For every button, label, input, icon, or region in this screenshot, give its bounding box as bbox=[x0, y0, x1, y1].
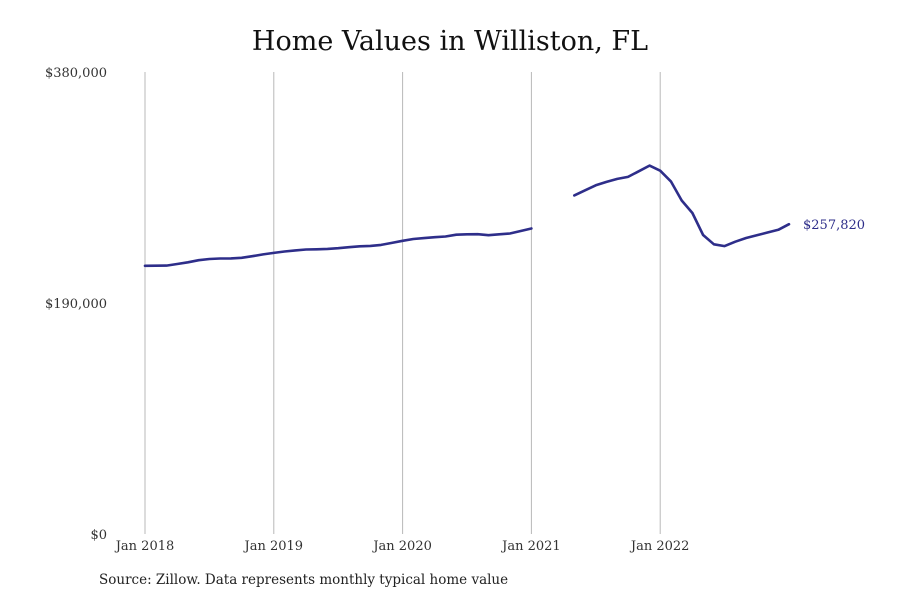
series-line-segment-1 bbox=[573, 164, 791, 248]
y-tick-label: $190,000 bbox=[45, 297, 107, 312]
x-tick-label: Jan 2018 bbox=[114, 539, 175, 554]
x-tick-label: Jan 2019 bbox=[243, 539, 304, 554]
end-value-label: $257,820 bbox=[803, 218, 865, 233]
chart-title: Home Values in Williston, FL bbox=[251, 26, 649, 57]
series-line-segment-0 bbox=[143, 227, 533, 268]
x-tick-label: Jan 2020 bbox=[371, 539, 432, 554]
x-axis-tick-labels: Jan 2018 Jan 2019 Jan 2020 Jan 2021 Jan 2022 bbox=[114, 539, 690, 554]
y-tick-label: $380,000 bbox=[45, 66, 107, 81]
y-tick-label: $0 bbox=[90, 528, 107, 543]
x-tick-label: Jan 2022 bbox=[629, 539, 690, 554]
y-axis-tick-labels: $0 $190,000 $380,000 bbox=[45, 66, 107, 543]
x-tick-label: Jan 2021 bbox=[500, 539, 561, 554]
gridlines bbox=[144, 72, 661, 534]
source-note: Source: Zillow. Data represents monthly … bbox=[99, 572, 509, 588]
home-value-series bbox=[143, 164, 791, 268]
